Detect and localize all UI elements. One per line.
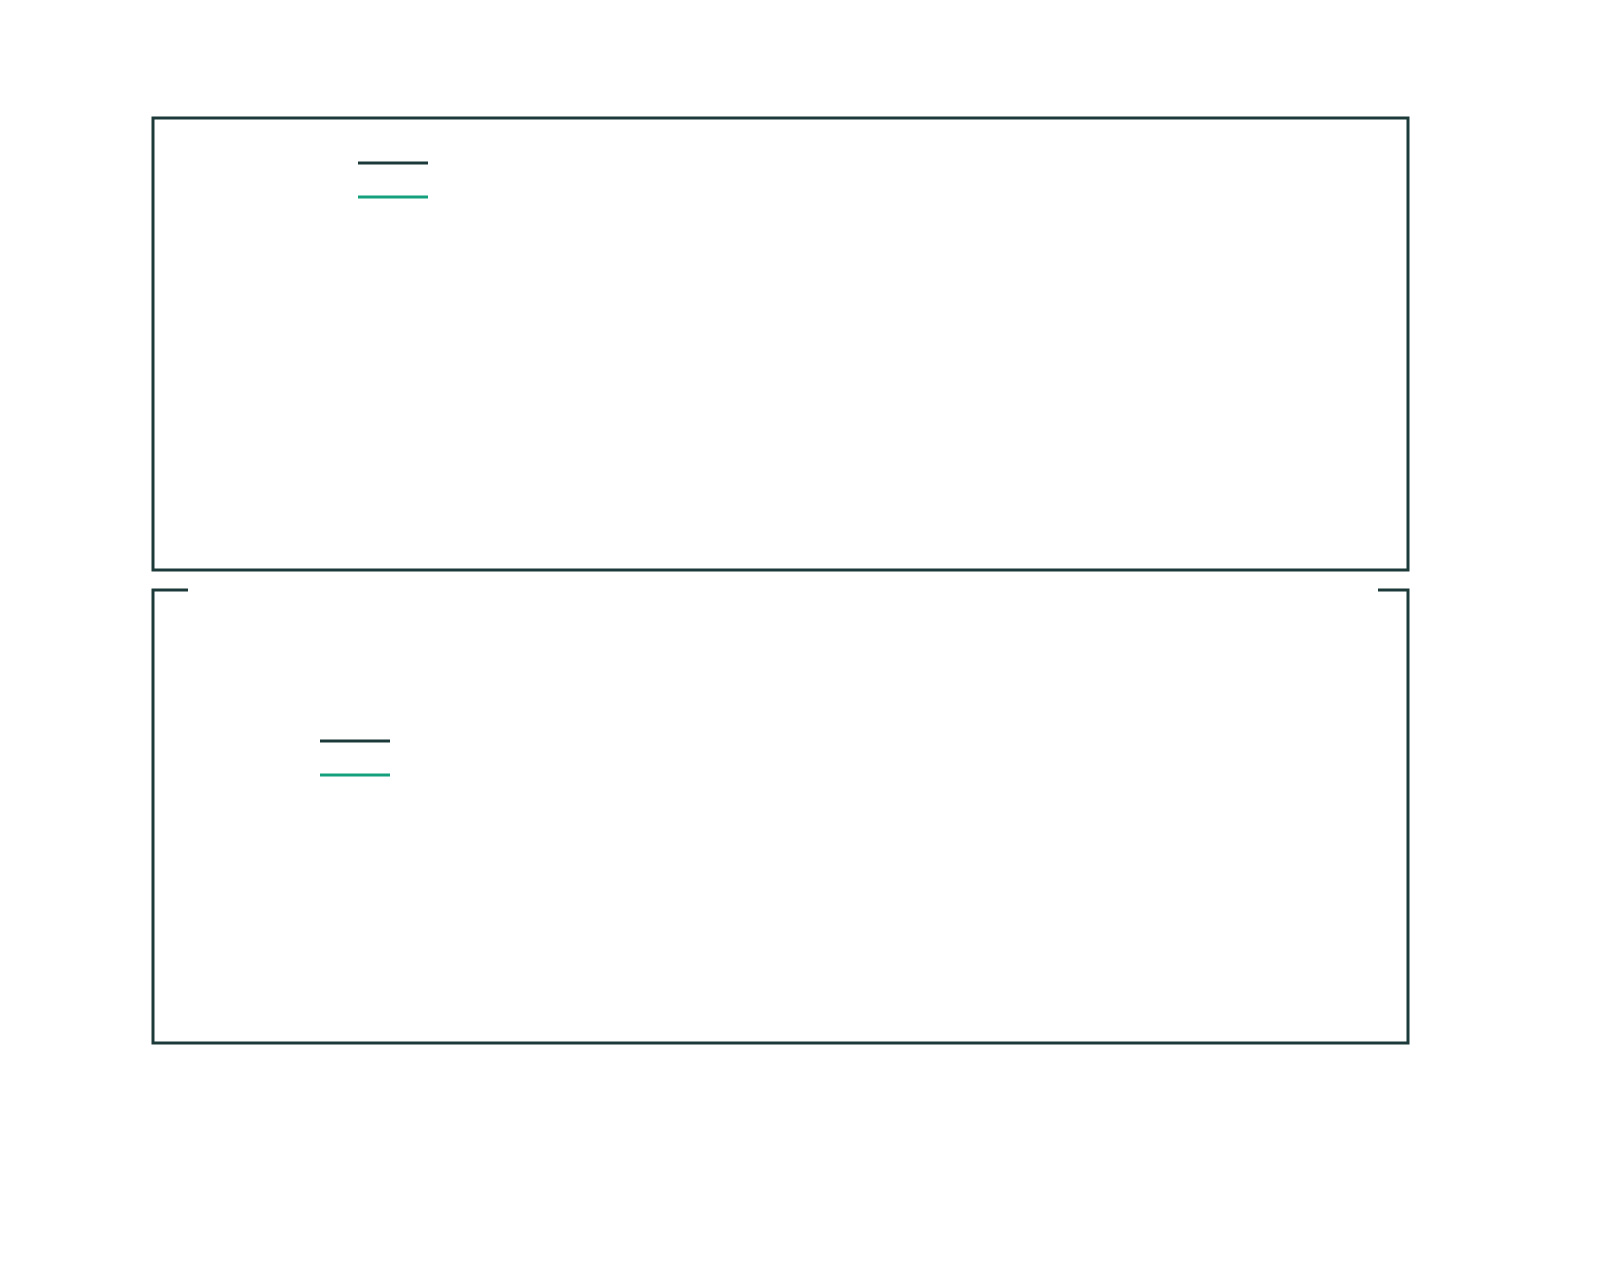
top-plot-frame <box>151 116 1410 572</box>
top-panel <box>151 116 1410 572</box>
bottom-panel <box>151 588 1410 1045</box>
bottom-plot-frame <box>151 588 1410 1045</box>
